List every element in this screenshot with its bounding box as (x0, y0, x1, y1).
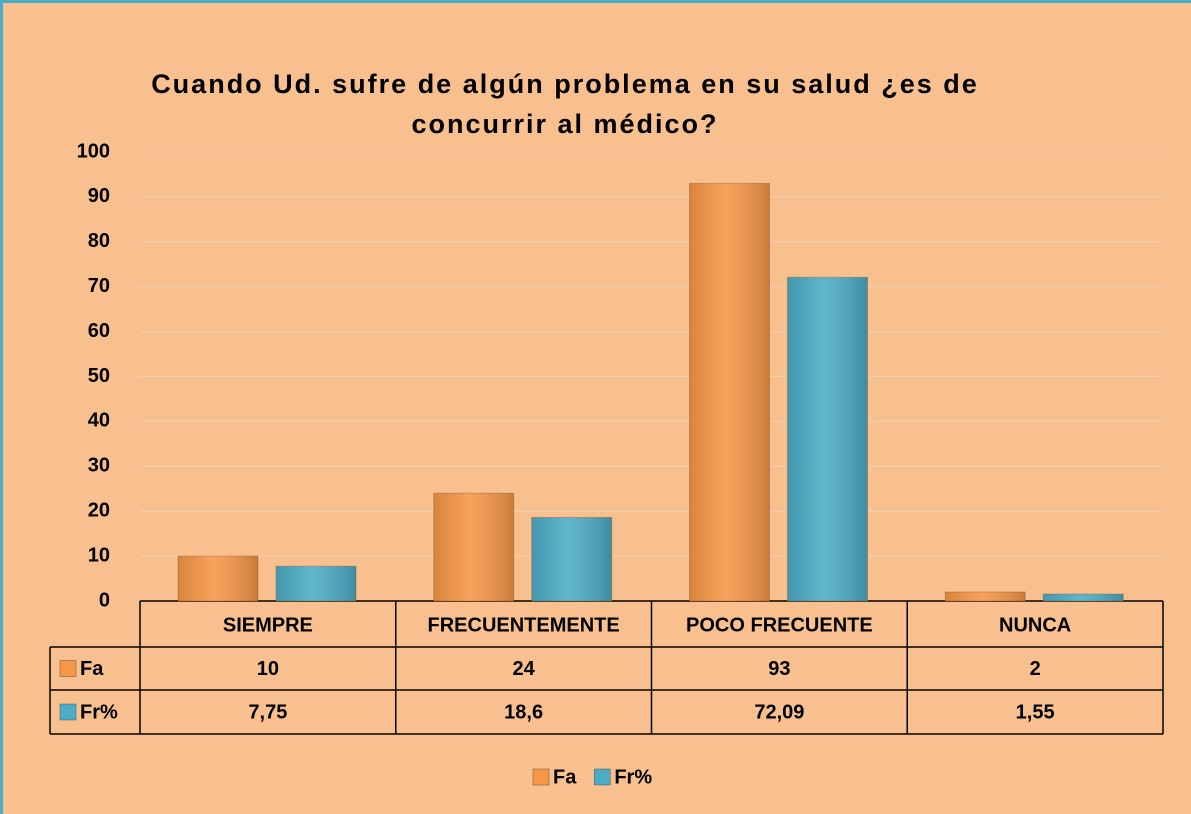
bar-shade (1043, 594, 1124, 601)
y-tick-label: 100 (77, 140, 110, 162)
x-tick-label: NUNCA (999, 614, 1071, 636)
table-cell: 18,6 (504, 701, 543, 723)
table-cell: 24 (513, 658, 536, 680)
bar-shade (433, 493, 514, 601)
table-cell: 2 (1030, 658, 1041, 680)
y-tick-label: 30 (88, 455, 110, 477)
legend-swatch (532, 768, 550, 786)
y-tick-label: 50 (88, 365, 110, 387)
x-tick-label: POCO FRECUENTE (686, 614, 873, 636)
bar-shade (945, 592, 1026, 601)
y-tick-label: 90 (88, 185, 110, 207)
table-cell: 7,75 (248, 701, 287, 723)
y-tick-label: 20 (88, 499, 110, 521)
y-tick-label: 70 (88, 275, 110, 297)
y-tick-label: 10 (88, 544, 110, 566)
y-tick-label: 40 (88, 410, 110, 432)
bar-shade (787, 277, 868, 601)
table-cell: 1,55 (1016, 701, 1055, 723)
y-tick-label: 80 (88, 230, 110, 252)
bar-shade (531, 517, 612, 601)
table-cell: 10 (257, 658, 279, 680)
legend-swatch (594, 768, 611, 786)
legend-label: Fr% (614, 766, 652, 788)
table-row-label: Fa (80, 658, 104, 680)
legend-swatch (59, 660, 77, 677)
legend-swatch (59, 703, 77, 721)
x-tick-label: SIEMPRE (223, 614, 313, 636)
legend-label: Fa (553, 766, 577, 788)
y-tick-label: 0 (99, 589, 110, 611)
table-cell: 93 (768, 658, 790, 680)
table-cell: 72,09 (754, 701, 804, 723)
bar-shade (689, 183, 770, 601)
x-tick-label: FRECUENTEMENTE (428, 614, 620, 636)
bar-shade (276, 566, 356, 601)
y-tick-label: 60 (88, 320, 110, 342)
chart-title: Cuando Ud. sufre de algún problema en su… (151, 69, 979, 139)
bar-shade (178, 556, 258, 601)
table-row-label: Fr% (80, 701, 118, 723)
